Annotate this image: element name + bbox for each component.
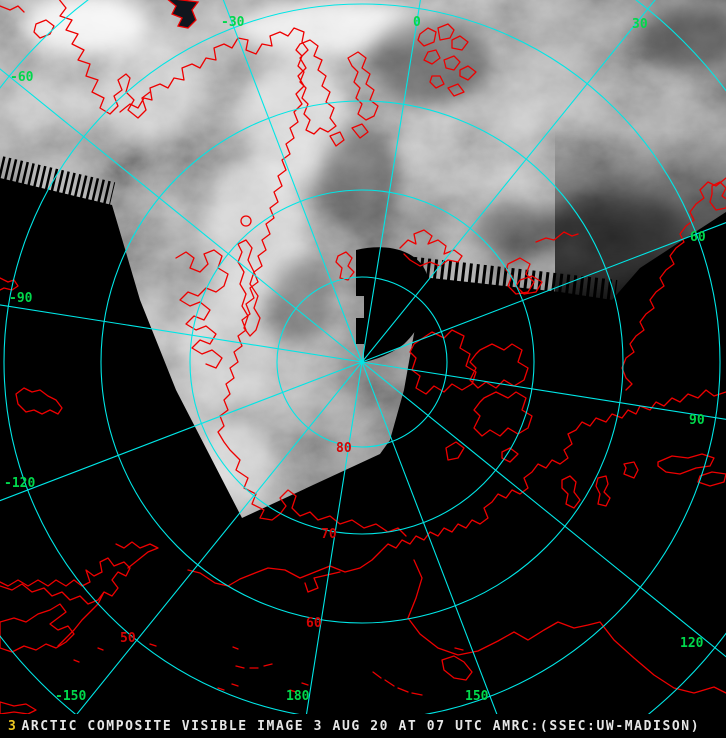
island-small-nw (33, 19, 55, 39)
meridian-m60 (0, 68, 363, 363)
lon-label-0: 0 (413, 15, 421, 30)
meridian-m90 (0, 304, 363, 363)
coast-novaya-zemlya (621, 177, 726, 391)
latlon-grid (0, 0, 726, 714)
coast-top-left-corner (0, 5, 25, 13)
coast-svalbard-northeast (347, 51, 379, 121)
meridian-150 (361, 361, 498, 714)
meridian-60 (361, 222, 726, 363)
meridian-90 (361, 361, 726, 420)
lon-label-m30: -30 (221, 15, 245, 30)
coast-greenland-northeast (119, 27, 407, 537)
lon-label-120: 120 (680, 636, 704, 651)
coast-notch-fragments (335, 251, 355, 281)
longitude-labels: 0 30 60 90 120 150 180 -150 -120 -90 -60… (4, 15, 706, 704)
latitude-circles (0, 0, 726, 714)
left-sawtooth-edge (0, 156, 116, 210)
status-caption-bar: 3 ARCTIC COMPOSITE VISIBLE IMAGE 3 AUG 2… (0, 714, 726, 738)
coast-siberia-mainland (187, 389, 726, 587)
coast-svalbard-south-bits (329, 123, 369, 147)
lon-label-m60: -60 (10, 70, 34, 85)
lat-circle-70 (189, 189, 535, 535)
coast-new-siberian-islands (623, 453, 726, 487)
lon-label-180: 180 (286, 689, 310, 704)
coast-chukotka-hook (304, 571, 341, 593)
meridian-m150 (76, 361, 363, 714)
small-ring-island (240, 215, 252, 227)
meridian-m30 (222, 0, 363, 363)
right-swath-fade (555, 130, 726, 305)
lon-label-m90: -90 (9, 291, 33, 306)
frame-number: 3 (8, 718, 18, 734)
meridian-30 (361, 0, 656, 363)
lat-label-50: 50 (120, 631, 136, 646)
meridian-120 (361, 361, 726, 658)
coast-franz-josef-cluster (417, 23, 477, 97)
lat-circle-50 (3, 3, 721, 714)
missing-data-notch (356, 247, 428, 362)
coast-chukotka-kamchatka (407, 559, 726, 694)
meridian-180 (305, 361, 363, 714)
lon-label-60: 60 (690, 230, 706, 245)
lon-label-30: 30 (632, 17, 648, 32)
coast-alaska-peninsula (0, 603, 75, 714)
lat-circle-80 (276, 276, 448, 448)
coast-long-island (237, 239, 261, 337)
lat-label-80: 80 (336, 441, 352, 456)
coast-greenland-east (58, 0, 151, 119)
arctic-composite-map: 0 30 60 90 120 150 180 -150 -120 -90 -60… (0, 0, 726, 714)
lon-label-m150: -150 (55, 689, 86, 704)
coast-iceland (15, 387, 63, 415)
meridian-0 (361, 0, 421, 363)
latitude-labels: 80 70 60 50 (120, 441, 352, 646)
lon-label-150: 150 (465, 689, 489, 704)
dark-island-top (167, 0, 200, 29)
coastline-overlay (0, 0, 726, 714)
lat-label-60: 60 (306, 616, 322, 631)
coast-left-edge-fragment (0, 277, 19, 291)
lat-label-70: 70 (321, 527, 337, 542)
lon-label-m120: -120 (4, 476, 35, 491)
coast-severnaya-north-tip (399, 229, 579, 267)
caption-text: ARCTIC COMPOSITE VISIBLE IMAGE 3 AUG 20 … (21, 718, 701, 734)
meridian-m120 (0, 361, 363, 502)
meridian-lines (0, 0, 726, 714)
lon-label-90: 90 (689, 413, 705, 428)
coast-severnaya-islands (409, 257, 611, 509)
coast-fjord-complex (175, 249, 229, 369)
coast-bering-islands (73, 643, 473, 696)
lat-circle-60 (100, 100, 624, 624)
coast-svalbard-main (295, 39, 337, 135)
